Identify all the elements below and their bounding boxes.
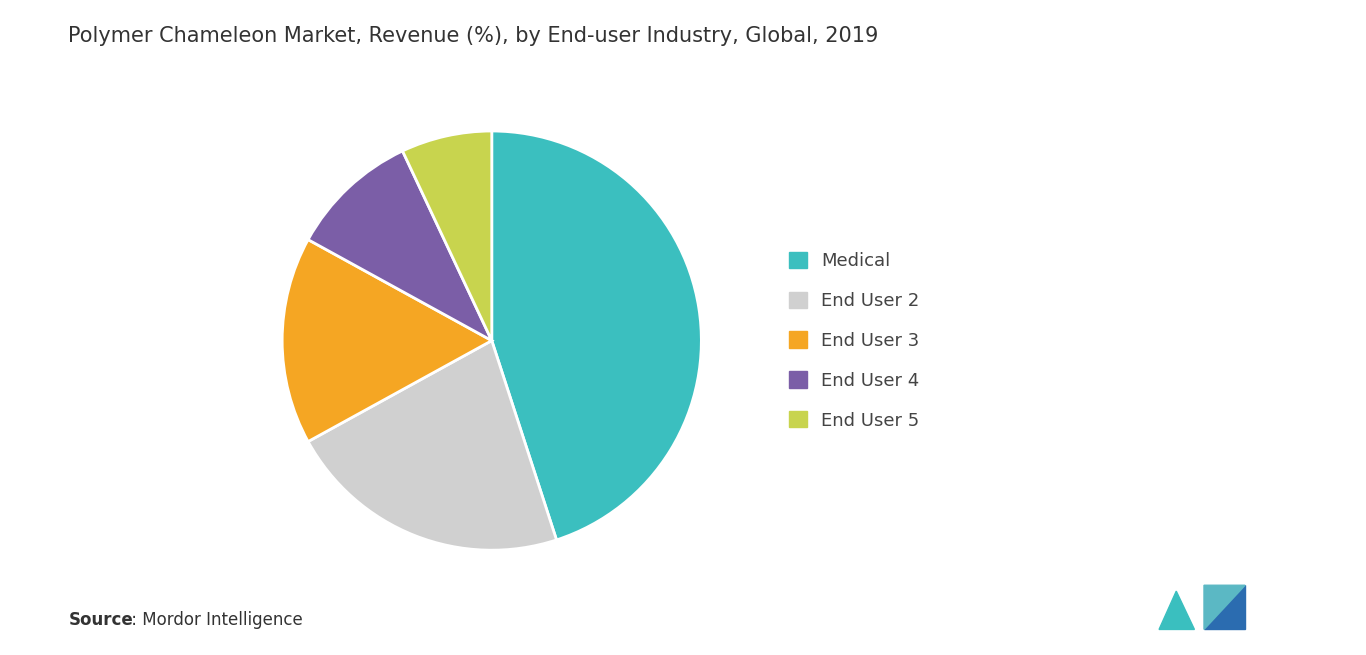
Wedge shape (492, 131, 701, 540)
Text: : Mordor Intelligence: : Mordor Intelligence (126, 611, 302, 629)
Polygon shape (1158, 591, 1194, 629)
Wedge shape (309, 341, 556, 550)
Text: Polymer Chameleon Market, Revenue (%), by End-user Industry, Global, 2019: Polymer Chameleon Market, Revenue (%), b… (68, 26, 878, 47)
Polygon shape (1203, 586, 1246, 629)
Wedge shape (309, 151, 492, 341)
Text: Source: Source (68, 611, 133, 629)
Polygon shape (1203, 586, 1246, 629)
Legend: Medical, End User 2, End User 3, End User 4, End User 5: Medical, End User 2, End User 3, End Use… (790, 252, 919, 430)
Wedge shape (283, 240, 492, 441)
Wedge shape (403, 131, 492, 341)
